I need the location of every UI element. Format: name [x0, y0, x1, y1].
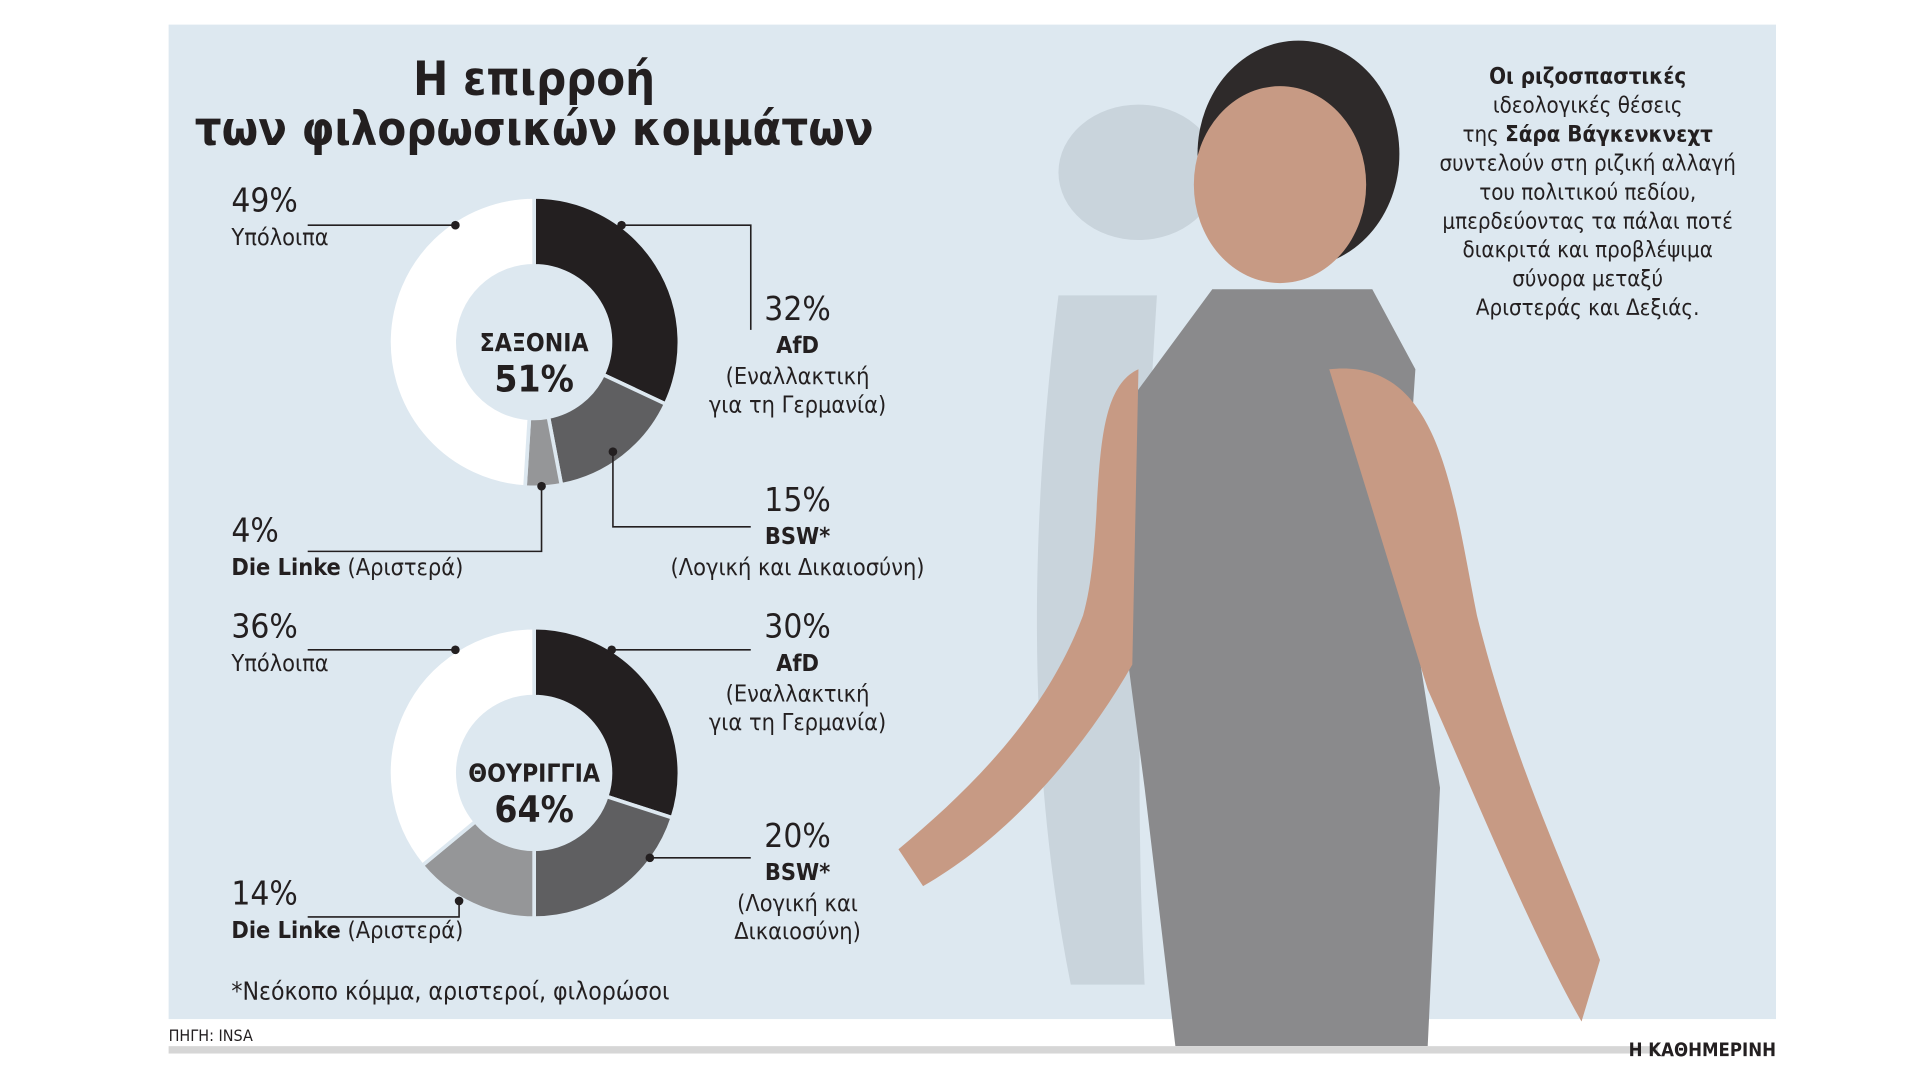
category-description: για τη Γερμανία) — [709, 708, 886, 736]
category-name: AfD — [776, 331, 819, 359]
value-label: 15% — [764, 480, 830, 519]
category-name: BSW* — [765, 858, 830, 886]
quote-text: ιδεολογικές θέσεις — [1493, 93, 1683, 119]
category-name: Υπόλοιπα — [230, 223, 328, 251]
category-description: (Αριστερά) — [348, 916, 464, 944]
value-label: 32% — [764, 289, 830, 328]
center-value: 51% — [494, 357, 573, 400]
quote-text: Σάρα Βάγκενκνεχτ — [1505, 122, 1713, 148]
value-label: 4% — [231, 511, 278, 550]
category-gap — [341, 553, 348, 581]
leader-dot — [607, 645, 616, 655]
quote-line: μπερδεύοντας τα πάλαι ποτέ — [1442, 208, 1732, 234]
leader-line — [612, 451, 751, 528]
center-value: 64% — [494, 788, 573, 831]
quote-line: Αριστεράς και Δεξιάς. — [1476, 295, 1700, 321]
photo-silhouette — [898, 40, 1600, 1047]
value-label: 20% — [764, 816, 830, 855]
footnote: *Νεόκοπο κόμμα, αριστεροί, φιλορώσοι — [231, 976, 669, 1005]
publisher: Η ΚΑΘΗΜΕΡΙΝΗ — [1629, 1040, 1776, 1061]
quote-line: Οι ριζοσπαστικές — [1489, 64, 1686, 90]
quote-text: Αριστεράς και Δεξιάς. — [1476, 295, 1700, 321]
value-label: 14% — [231, 874, 297, 913]
quote-text: μπερδεύοντας τα πάλαι ποτέ — [1442, 208, 1732, 234]
value-label: 30% — [764, 607, 830, 646]
quote-line: του πολιτικού πεδίου, — [1479, 179, 1696, 205]
leader-dot — [451, 220, 460, 230]
leader-line — [307, 486, 543, 553]
leader-dot — [645, 853, 655, 863]
category-label: Die Linke (Αριστερά) — [231, 916, 463, 944]
quote-line: συντελούν στη ριζική αλλαγή — [1439, 150, 1735, 176]
leader-dot — [617, 220, 626, 230]
value-label: 36% — [231, 607, 297, 646]
category-label: Die Linke (Αριστερά) — [231, 553, 463, 581]
category-label: BSW* — [765, 858, 830, 886]
donut-segment — [387, 195, 536, 490]
leader-dot — [454, 896, 464, 906]
category-name: AfD — [776, 649, 819, 677]
category-label: AfD — [776, 331, 819, 359]
footer-bar — [168, 1046, 1658, 1054]
center-label: ΘΟΥΡΙΓΓΙΑ — [468, 759, 601, 788]
donut-segment — [387, 625, 536, 869]
category-name: BSW* — [765, 522, 830, 550]
category-label: Υπόλοιπα — [230, 649, 328, 677]
quote-text: διακριτά και προβλέψιμα — [1463, 237, 1713, 263]
category-name: Die Linke — [231, 553, 340, 581]
category-description: (Εναλλακτική — [726, 680, 870, 708]
donut-segment — [532, 794, 675, 921]
category-description: (Λογική και — [737, 889, 858, 917]
quote-line: διακριτά και προβλέψιμα — [1463, 237, 1713, 263]
category-name: Die Linke — [231, 916, 340, 944]
quote-text: του πολιτικού πεδίου, — [1479, 179, 1696, 205]
category-description: (Εναλλακτική — [726, 362, 870, 390]
value-label: 49% — [231, 181, 297, 220]
quote-line: σύνορα μεταξύ — [1512, 266, 1663, 292]
quote-text: της — [1462, 122, 1505, 148]
category-description: Δικαιοσύνη) — [734, 917, 861, 945]
category-description: για τη Γερμανία) — [709, 390, 886, 418]
source: ΠΗΓΗ: INSA — [169, 1026, 253, 1045]
leader-dot — [451, 645, 460, 655]
category-label: AfD — [776, 649, 819, 677]
leader-line — [621, 224, 752, 330]
category-label: BSW* — [765, 522, 830, 550]
category-label: Υπόλοιπα — [230, 223, 328, 251]
title-line: των φιλορωσικών κομμάτων — [195, 103, 874, 157]
category-name: Υπόλοιπα — [230, 649, 328, 677]
quote-line: της Σάρα Βάγκενκνεχτ — [1462, 122, 1713, 148]
quote-text: Οι ριζοσπαστικές — [1489, 64, 1686, 90]
quote: Οι ριζοσπαστικές ιδεολογικές θέσεις της Σά… — [1439, 64, 1735, 321]
category-description: (Λογική και Δικαιοσύνη) — [671, 553, 925, 581]
quote-line: ιδεολογικές θέσεις — [1493, 93, 1683, 119]
donut-segment — [532, 195, 682, 407]
leader-dot — [608, 447, 618, 456]
quote-text: σύνορα μεταξύ — [1512, 266, 1663, 292]
quote-text: συντελούν στη ριζική αλλαγή — [1439, 150, 1735, 176]
category-gap — [341, 916, 348, 944]
leader-dot — [537, 481, 546, 491]
center-label: ΣΑΞΟΝΙΑ — [480, 328, 590, 357]
category-description: (Αριστερά) — [348, 553, 464, 581]
leader-line — [307, 900, 460, 918]
title-line: Η επιρροή — [413, 53, 655, 107]
